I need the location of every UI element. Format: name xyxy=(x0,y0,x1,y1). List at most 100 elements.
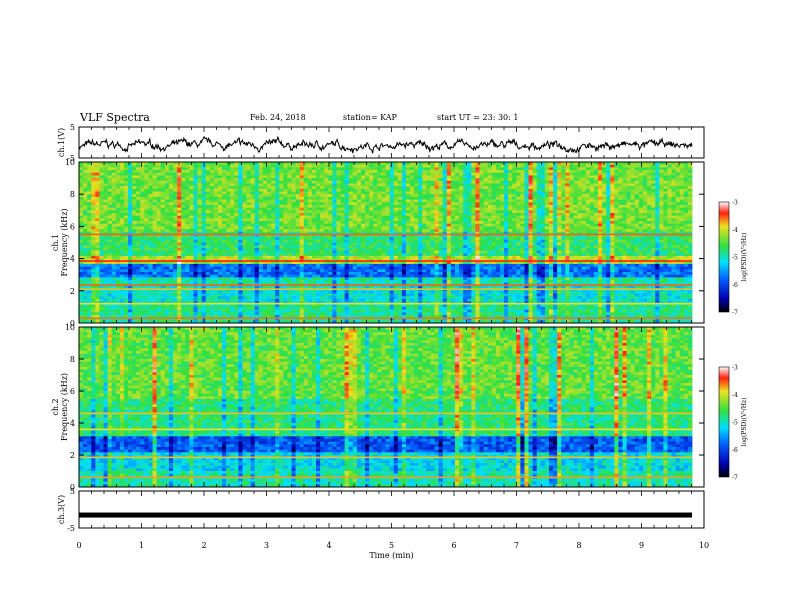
spectrogram-cell xyxy=(565,212,570,217)
spectrogram-cell xyxy=(258,183,264,187)
spectrogram-cell xyxy=(87,172,92,176)
spectrogram-cell xyxy=(528,178,534,182)
spectrogram-cell xyxy=(410,231,415,235)
spectrogram-cell xyxy=(271,178,276,182)
spectrogram-cell xyxy=(626,167,632,171)
spectrogram-cell xyxy=(320,229,325,233)
spectrogram-cell xyxy=(168,218,174,222)
spectrogram-cell xyxy=(593,204,599,209)
spectrogram-cell xyxy=(242,223,247,227)
spectrogram-cell xyxy=(593,239,599,243)
spectrogram-cell xyxy=(148,180,153,184)
spectrogram-cell xyxy=(450,234,456,238)
spectrogram-cell xyxy=(422,229,427,233)
spectrogram-cell xyxy=(532,172,538,176)
spectrogram-cell xyxy=(123,242,129,246)
spectrogram-cell xyxy=(659,226,664,230)
spectrogram-cell xyxy=(422,215,427,219)
spectrogram-cell xyxy=(299,167,305,171)
spectrogram-cell xyxy=(189,231,194,235)
spectrogram-cell xyxy=(405,191,411,195)
spectrogram-cell xyxy=(258,186,264,190)
spectrogram-cell xyxy=(389,207,395,211)
spectrogram-cell xyxy=(303,247,309,251)
spectrogram-cell xyxy=(634,207,640,211)
spectrogram-cell xyxy=(91,234,96,238)
spectrogram-cell xyxy=(524,245,529,249)
spectrogram-cell xyxy=(91,250,96,254)
spectrogram-cell xyxy=(140,183,145,187)
spectrogram-cell xyxy=(217,242,223,246)
spectrogram-cell xyxy=(450,223,456,227)
spectrogram-cell xyxy=(340,207,346,211)
spectrogram-cell xyxy=(107,226,113,230)
spectrogram-cell xyxy=(454,245,460,249)
spectrogram-cell xyxy=(275,231,280,235)
spectrogram-cell xyxy=(381,175,386,179)
spectrogram-cell xyxy=(193,247,198,251)
spectrogram-cell xyxy=(172,247,178,251)
spectrogram-cell xyxy=(467,175,472,179)
spectrogram-cell xyxy=(132,191,137,195)
spectrogram-cell xyxy=(667,183,672,187)
spectrogram-cell xyxy=(381,194,386,198)
spectrogram-cell xyxy=(683,183,689,187)
spectrogram-cell xyxy=(532,162,538,166)
spectrogram-cell xyxy=(103,234,109,238)
spectrogram-cell xyxy=(414,231,419,235)
spectrogram-cell xyxy=(160,239,166,243)
spectrogram-cell xyxy=(642,162,648,166)
spectrogram-cell xyxy=(262,162,268,166)
spectrogram-cell xyxy=(430,234,435,238)
spectrogram-cell xyxy=(614,245,619,249)
spectrogram-cell xyxy=(177,223,182,227)
spectrogram-cell xyxy=(614,226,619,230)
spectrogram-cell xyxy=(610,167,615,171)
spectrogram-cell xyxy=(262,239,268,243)
spectrogram-cell xyxy=(168,247,174,251)
spectrogram-cell xyxy=(332,234,337,238)
spectrogram-cell xyxy=(303,223,309,227)
spectrogram-cell xyxy=(107,234,113,238)
spectrogram-cell xyxy=(250,175,256,179)
spectrogram-cell xyxy=(410,188,415,192)
spectrogram-cell xyxy=(128,229,133,233)
spectrogram-cell xyxy=(487,226,493,230)
spectrogram-cell xyxy=(553,186,558,190)
spectrogram-cell xyxy=(651,162,656,166)
spectrogram-cell xyxy=(667,234,672,238)
spectrogram-cell xyxy=(622,191,628,195)
spectrogram-cell xyxy=(589,170,595,174)
spectrogram-cell xyxy=(111,223,117,227)
spectrogram-cell xyxy=(107,250,113,254)
spectrogram-cell xyxy=(160,175,166,179)
spectrogram-cell xyxy=(553,231,558,235)
spectrogram-cell xyxy=(548,245,554,249)
spectrogram-cell xyxy=(679,199,685,203)
spectrogram-cell xyxy=(189,242,194,246)
spectrogram-cell xyxy=(226,167,231,171)
spectrogram-cell xyxy=(553,170,558,174)
spectrogram-cell xyxy=(275,186,280,190)
spectrogram-cell xyxy=(589,194,595,198)
spectrogram-cell xyxy=(201,180,207,184)
spectrogram-cell xyxy=(369,178,374,182)
spectrogram-cell xyxy=(193,223,198,227)
spectrogram-cell xyxy=(675,239,681,243)
spectrogram-cell xyxy=(254,215,260,219)
spectrogram-cell xyxy=(193,242,198,246)
spectrogram-cell xyxy=(679,186,685,190)
spectrogram-cell xyxy=(450,242,456,246)
spectrogram-cell xyxy=(487,183,493,187)
spectrogram-cell xyxy=(548,221,554,225)
spectrogram-cell xyxy=(307,188,313,192)
spectrogram-cell xyxy=(324,221,329,225)
spectrogram-cell xyxy=(463,215,468,219)
spectrogram-cell xyxy=(585,170,591,174)
spectrogram-cell xyxy=(520,199,525,203)
spectrogram-cell xyxy=(683,204,689,209)
spectrogram-cell xyxy=(99,231,104,235)
spectrogram-cell xyxy=(426,247,431,251)
spectrogram-cell xyxy=(250,170,256,174)
spectrogram-cell xyxy=(589,247,595,251)
